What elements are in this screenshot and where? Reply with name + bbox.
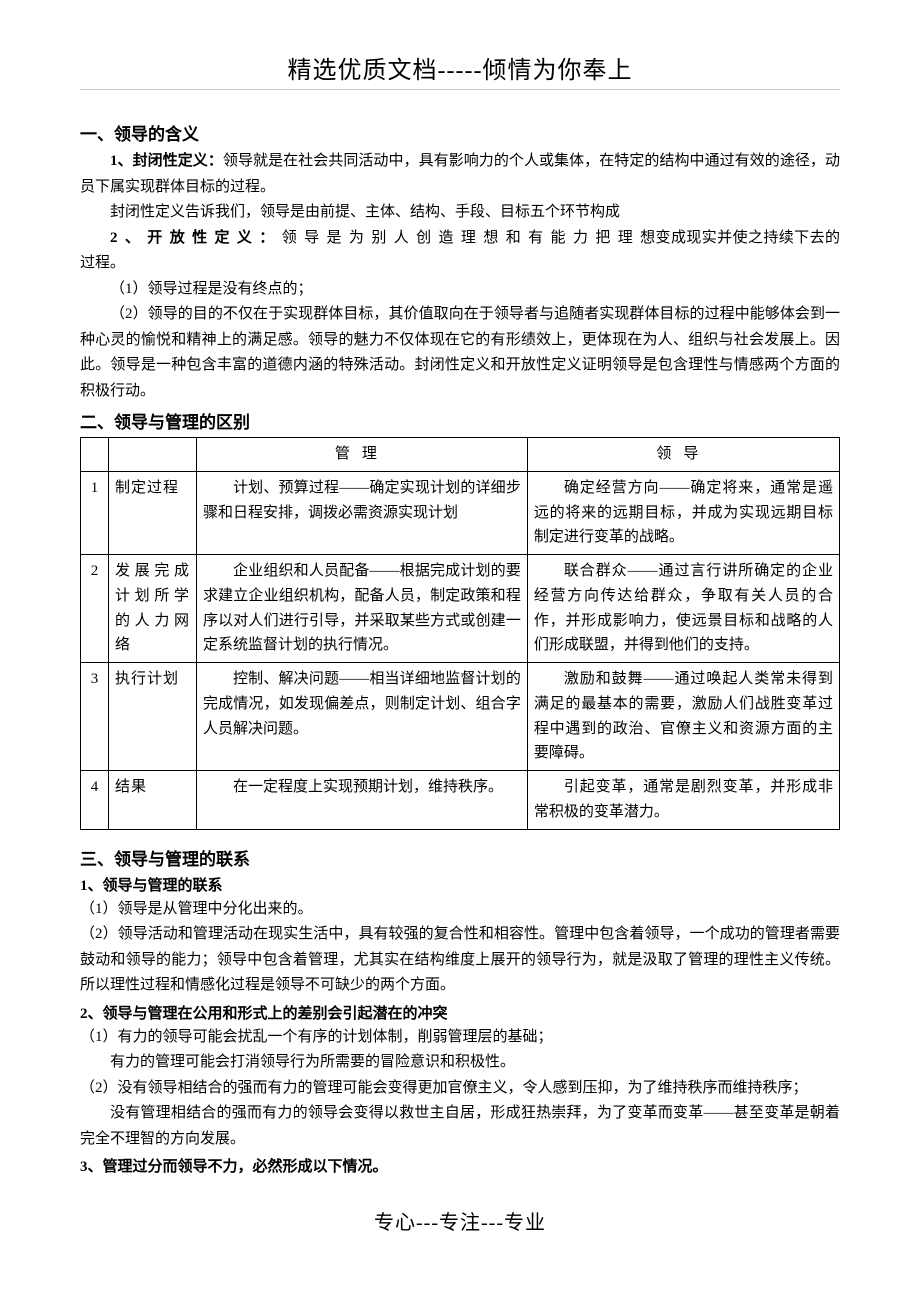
row2-management: 企业组织和人员配备——根据完成计划的要求建立企业组织机构，配备人员，制定政策和程… [197,555,528,663]
sub2-p2: （2）没有领导相结合的强而有力的管理可能会变得更加官僚主义，令人感到压抑，为了维… [80,1076,840,1102]
section2-title: 二、领导与管理的区别 [80,408,840,433]
row1-label: 制定过程 [109,471,197,554]
table-row: 3 执行计划 控制、解决问题——相当详细地监督计划的完成情况，如发现偏差点，则制… [81,663,840,771]
sub1-title: 1、领导与管理的联系 [80,874,840,895]
row1-management: 计划、预算过程——确定实现计划的详细步骤和日程安排，调拨必需资源实现计划 [197,471,528,554]
header-empty2 [109,438,197,472]
def2-text-spaced: 领导是为别人创造理想和有能力把理 [282,230,640,246]
sub1-p2: （2）领导活动和管理活动在现实生活中，具有较强的复合性和相容性。管理中包含着领导… [80,922,840,999]
row3-num: 3 [81,663,109,771]
row2-num: 2 [81,555,109,663]
row2-label: 发展完成计划所学的人力网络 [109,555,197,663]
sub2-title: 2、领导与管理在公用和形式上的差别会引起潜在的冲突 [80,1002,840,1023]
row3-leadership: 激励和鼓舞——通过唤起人类常未得到满足的最基本的需要，激励人们战胜变革过程中遇到… [527,663,839,771]
def1-label: 1、封闭性定义： [110,153,223,169]
page-footer: 专心---专注---专业 [80,1206,840,1235]
table-header-row: 管理 领导 [81,438,840,472]
table-row: 2 发展完成计划所学的人力网络 企业组织和人员配备——根据完成计划的要求建立企业… [81,555,840,663]
sub3-title: 3、管理过分而领导不力，必然形成以下情况。 [80,1155,840,1176]
table-row: 1 制定过程 计划、预算过程——确定实现计划的详细步骤和日程安排，调拨必需资源实… [81,471,840,554]
sub2-p1b: 有力的管理可能会打消领导行为所需要的冒险意识和积极性。 [80,1050,840,1076]
page-header-title: 精选优质文档-----倾情为你奉上 [80,50,840,85]
sub2-p2b: 没有管理相结合的强而有力的领导会变得以救世主自居，形成狂热崇拜，为了变革而变革—… [80,1101,840,1152]
section1-def1: 1、封闭性定义：领导就是在社会共同活动中，具有影响力的个人或集体，在特定的结构中… [80,149,840,200]
row3-management: 控制、解决问题——相当详细地监督计划的完成情况，如发现偏差点，则制定计划、组合字… [197,663,528,771]
row2-leadership: 联合群众——通过言行讲所确定的企业经营方向传达给群众，争取有关人员的合作，并形成… [527,555,839,663]
def2-label: 2、开放性定义： [110,230,282,246]
row4-management: 在一定程度上实现预期计划，维持秩序。 [197,771,528,830]
comparison-table: 管理 领导 1 制定过程 计划、预算过程——确定实现计划的详细步骤和日程安排，调… [80,437,840,830]
row4-leadership: 引起变革，通常是剧烈变革，并形成非常积极的变革潜力。 [527,771,839,830]
row1-num: 1 [81,471,109,554]
sub1-p1: （1）领导是从管理中分化出来的。 [80,897,840,923]
header-empty1 [81,438,109,472]
section1-point1: （1）领导过程是没有终点的； [80,277,840,303]
row1-leadership: 确定经营方向——确定将来，通常是遥远的将来的远期目标，并成为实现远期目标制定进行… [527,471,839,554]
header-leadership: 领导 [527,438,839,472]
sub2-p1: （1）有力的领导可能会扰乱一个有序的计划体制，削弱管理层的基础； [80,1025,840,1051]
header-underline [80,89,840,90]
section1-def2: 2、开放性定义：领导是为别人创造理想和有能力把理想变成现实并使之持续下去的过程。 [80,226,840,277]
section1-def1-explain: 封闭性定义告诉我们，领导是由前提、主体、结构、手段、目标五个环节构成 [80,200,840,226]
row4-num: 4 [81,771,109,830]
section1-title: 一、领导的含义 [80,120,840,145]
section1-point2: （2）领导的目的不仅在于实现群体目标，其价值取向在于领导者与追随者实现群体目标的… [80,302,840,404]
table-row: 4 结果 在一定程度上实现预期计划，维持秩序。 引起变革，通常是剧烈变革，并形成… [81,771,840,830]
row4-label: 结果 [109,771,197,830]
header-management: 管理 [197,438,528,472]
section3-title: 三、领导与管理的联系 [80,845,840,870]
row3-label: 执行计划 [109,663,197,771]
